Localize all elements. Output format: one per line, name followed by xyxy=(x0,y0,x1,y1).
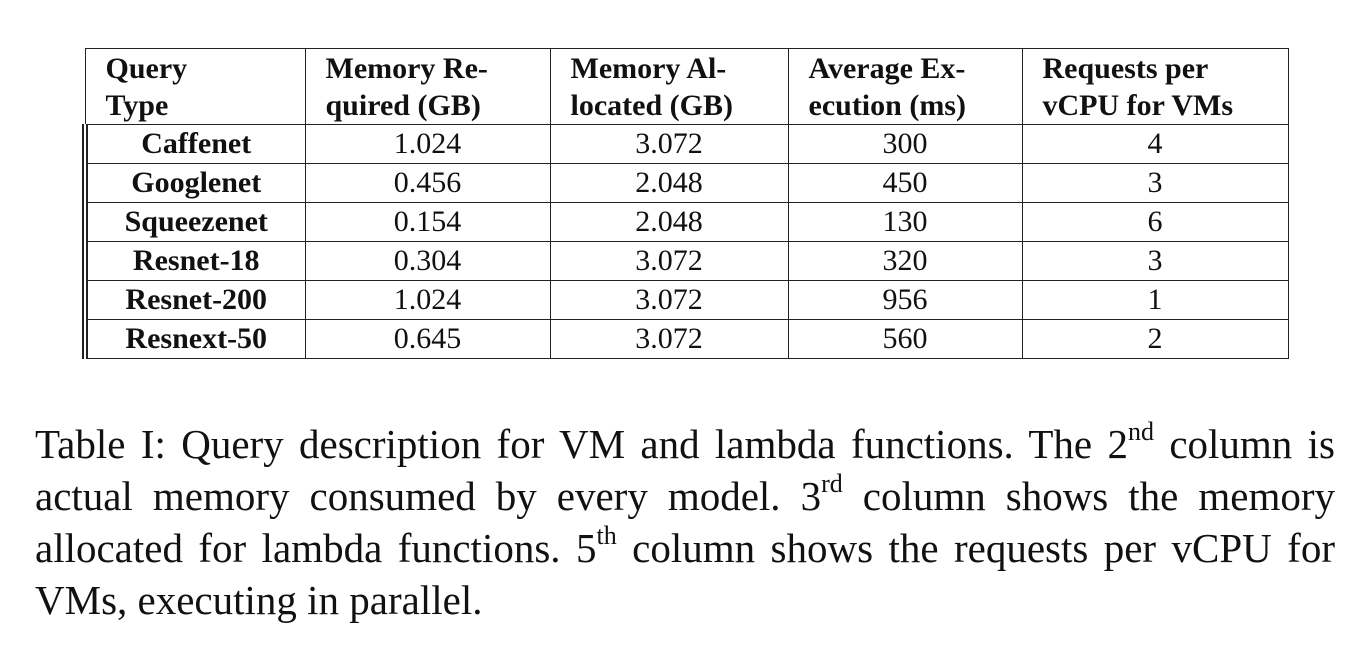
query-type: Resnext-50 xyxy=(82,319,306,359)
table-cell: 3.072 xyxy=(549,280,789,320)
table-row: Squeezenet 0.154 2.048 130 6 xyxy=(82,202,1289,242)
header-line: located (GB) xyxy=(570,88,733,122)
header-line: Average Ex- xyxy=(808,51,966,85)
query-type: Resnet-18 xyxy=(82,241,306,281)
table-cell: 0.154 xyxy=(304,202,551,242)
caption-text: column shows the requests per vCPU for V… xyxy=(35,525,1335,623)
caption-superscript: rd xyxy=(821,469,843,498)
header-row: Query Type Memory Re-quired (GB) Memory Al-… xyxy=(84,48,1289,125)
header-line: quired (GB) xyxy=(325,88,481,122)
table-cell: 1.024 xyxy=(304,280,551,320)
table-cell: 3.072 xyxy=(549,241,789,281)
query-type: Googlenet xyxy=(82,163,306,203)
header-line: Query xyxy=(105,51,188,85)
query-table: Query Type Memory Re-quired (GB) Memory Al-… xyxy=(82,48,1289,359)
header-line: Requests per xyxy=(1042,51,1209,85)
table-cell: 0.304 xyxy=(304,241,551,281)
table-cell: 3.072 xyxy=(549,124,789,164)
table-cell: 450 xyxy=(787,163,1023,203)
table-cell: 3 xyxy=(1021,241,1289,281)
table-cell: 0.456 xyxy=(304,163,551,203)
caption-text: Table I: Query description for VM and la… xyxy=(35,421,1128,467)
table-cell: 4 xyxy=(1021,124,1289,164)
query-type: Resnet-200 xyxy=(82,280,306,320)
caption-superscript: th xyxy=(596,521,617,550)
table-body: Caffenet 1.024 3.072 300 4 Googlenet 0.456 2.04… xyxy=(82,124,1289,359)
table-cell: 130 xyxy=(787,202,1023,242)
table-row: Resnext-50 0.645 3.072 560 2 xyxy=(82,319,1289,359)
caption: Table I: Query description for VM and la… xyxy=(35,418,1335,626)
header-cell: Requests per vCPU for VMs xyxy=(1021,48,1289,125)
caption-text: column shows the memory allocated for la… xyxy=(35,473,1335,571)
table-cell: 1 xyxy=(1021,280,1289,320)
header-cell: Average Ex-ecution (ms) xyxy=(787,48,1023,125)
table-cell: 0.645 xyxy=(304,319,551,359)
header-line: Type xyxy=(105,88,169,122)
table-row: Googlenet 0.456 2.048 450 3 xyxy=(82,163,1289,203)
header-line: vCPU for VMs xyxy=(1042,88,1234,122)
table-cell: 320 xyxy=(787,241,1023,281)
caption-text: column is actual memory consumed by ever… xyxy=(35,421,1336,519)
table-cell: 2 xyxy=(1021,319,1289,359)
table-row: Caffenet 1.024 3.072 300 4 xyxy=(82,124,1289,164)
table-cell: 3 xyxy=(1021,163,1289,203)
header-line: ecution (ms) xyxy=(808,88,966,122)
table-cell: 2.048 xyxy=(549,202,789,242)
query-type: Squeezenet xyxy=(82,202,306,242)
header-cell: Memory Al-located (GB) xyxy=(549,48,789,125)
table-row: Resnet-200 1.024 3.072 956 1 xyxy=(82,280,1289,320)
table-row: Resnet-18 0.304 3.072 320 3 xyxy=(82,241,1289,281)
header-line: Memory Al- xyxy=(570,51,727,85)
table-cell: 300 xyxy=(787,124,1023,164)
table-cell: 2.048 xyxy=(549,163,789,203)
table-cell: 3.072 xyxy=(549,319,789,359)
table-cell: 1.024 xyxy=(304,124,551,164)
table-cell: 560 xyxy=(787,319,1023,359)
header-cell: Memory Re-quired (GB) xyxy=(304,48,551,125)
header-cell: Query Type xyxy=(84,48,306,125)
table-cell: 956 xyxy=(787,280,1023,320)
header-line: Memory Re- xyxy=(325,51,488,85)
table-cell: 6 xyxy=(1021,202,1289,242)
caption-superscript: nd xyxy=(1127,417,1154,446)
query-type: Caffenet xyxy=(82,124,306,164)
